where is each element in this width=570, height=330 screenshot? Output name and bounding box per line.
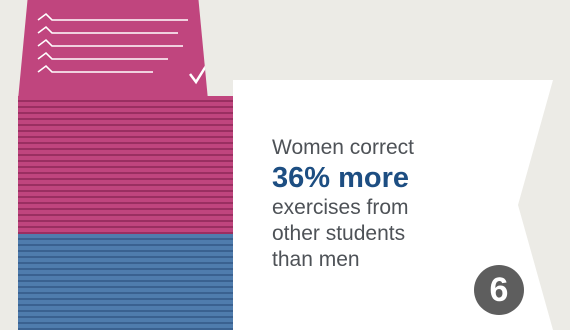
paper-layer	[18, 120, 233, 126]
top-sheet	[18, 0, 208, 100]
paper-layer	[18, 186, 233, 192]
paper-layer-edge	[18, 268, 233, 270]
paper-layer-edge	[18, 172, 233, 174]
paper-layer	[18, 258, 233, 264]
number-badge: 6	[474, 265, 524, 315]
callout-panel	[233, 80, 553, 330]
paper-layer	[18, 168, 233, 174]
paper-layer	[18, 312, 233, 318]
paper-layer	[18, 282, 233, 288]
paper-layer	[18, 252, 233, 258]
paper-layer-edge	[18, 322, 233, 324]
paper-layer-edge	[18, 244, 233, 246]
paper-layer-edge	[18, 256, 233, 258]
paper-layer-edge	[18, 148, 233, 150]
paper-layer	[18, 180, 233, 186]
paper-layer-edge	[18, 292, 233, 294]
paper-layer-edge	[18, 286, 233, 288]
paper-layer	[18, 270, 233, 276]
paper-layer	[18, 114, 233, 120]
paper-layer	[18, 144, 233, 150]
paper-layer	[18, 234, 233, 240]
paper-layer	[18, 150, 233, 156]
paper-layer-edge	[18, 202, 233, 204]
paper-layer-edge	[18, 226, 233, 228]
paper-layer-edge	[18, 124, 233, 126]
paper-layer	[18, 216, 233, 222]
paper-layer-edge	[18, 304, 233, 306]
paper-layer	[18, 240, 233, 246]
paper-layer-edge	[18, 100, 233, 102]
paper-layer	[18, 228, 233, 234]
paper-layer-edge	[18, 214, 233, 216]
callout-line5: than men	[272, 248, 360, 271]
paper-layer-edge	[18, 328, 233, 330]
paper-layer	[18, 276, 233, 282]
paper-layer	[18, 126, 233, 132]
paper-layer-edge	[18, 190, 233, 192]
callout-line1: Women correct	[272, 136, 414, 159]
paper-layer-edge	[18, 160, 233, 162]
paper-layer-edge	[18, 232, 233, 234]
paper-layer-edge	[18, 262, 233, 264]
paper-layer	[18, 192, 233, 198]
paper-layer	[18, 138, 233, 144]
callout-line3: exercises from	[272, 196, 409, 219]
paper-layer-edge	[18, 208, 233, 210]
paper-layer	[18, 294, 233, 300]
scribble-lines-icon	[38, 14, 188, 72]
paper-layer-edge	[18, 136, 233, 138]
paper-layer	[18, 318, 233, 324]
paper-layer	[18, 204, 233, 210]
paper-layer-edge	[18, 130, 233, 132]
paper-layer-edge	[18, 298, 233, 300]
callout-highlight: 36% more	[272, 162, 410, 194]
paper-layer	[18, 108, 233, 114]
paper-layer-edge	[18, 154, 233, 156]
paper-layer	[18, 264, 233, 270]
paper-layer-edge	[18, 118, 233, 120]
paper-layer	[18, 102, 233, 108]
paper-layer-edge	[18, 196, 233, 198]
paper-layer-edge	[18, 316, 233, 318]
paper-layer	[18, 222, 233, 228]
paper-layer-edge	[18, 178, 233, 180]
paper-layer-edge	[18, 250, 233, 252]
paper-layer-edge	[18, 220, 233, 222]
paper-layer-edge	[18, 310, 233, 312]
paper-layer-edge	[18, 166, 233, 168]
paper-layer	[18, 132, 233, 138]
paper-layer	[18, 156, 233, 162]
paper-layer	[18, 288, 233, 294]
paper-layer-edge	[18, 184, 233, 186]
paper-layer-edge	[18, 112, 233, 114]
paper-layer	[18, 174, 233, 180]
paper-layer-edge	[18, 142, 233, 144]
paper-layer-edge	[18, 106, 233, 108]
paper-layer	[18, 324, 233, 330]
paper-layer	[18, 306, 233, 312]
paper-layer	[18, 162, 233, 168]
paper-layer	[18, 198, 233, 204]
paper-layer	[18, 246, 233, 252]
checkmark-icon	[190, 66, 206, 82]
paper-layer-edge	[18, 280, 233, 282]
callout-line4: other students	[272, 222, 406, 245]
paper-layer	[18, 300, 233, 306]
paper-layer-edge	[18, 238, 233, 240]
paper-layer	[18, 210, 233, 216]
callout-text: Women correct 36% more exercises from ot…	[272, 135, 502, 273]
paper-layer-edge	[18, 274, 233, 276]
paper-stack-icon	[18, 96, 233, 330]
